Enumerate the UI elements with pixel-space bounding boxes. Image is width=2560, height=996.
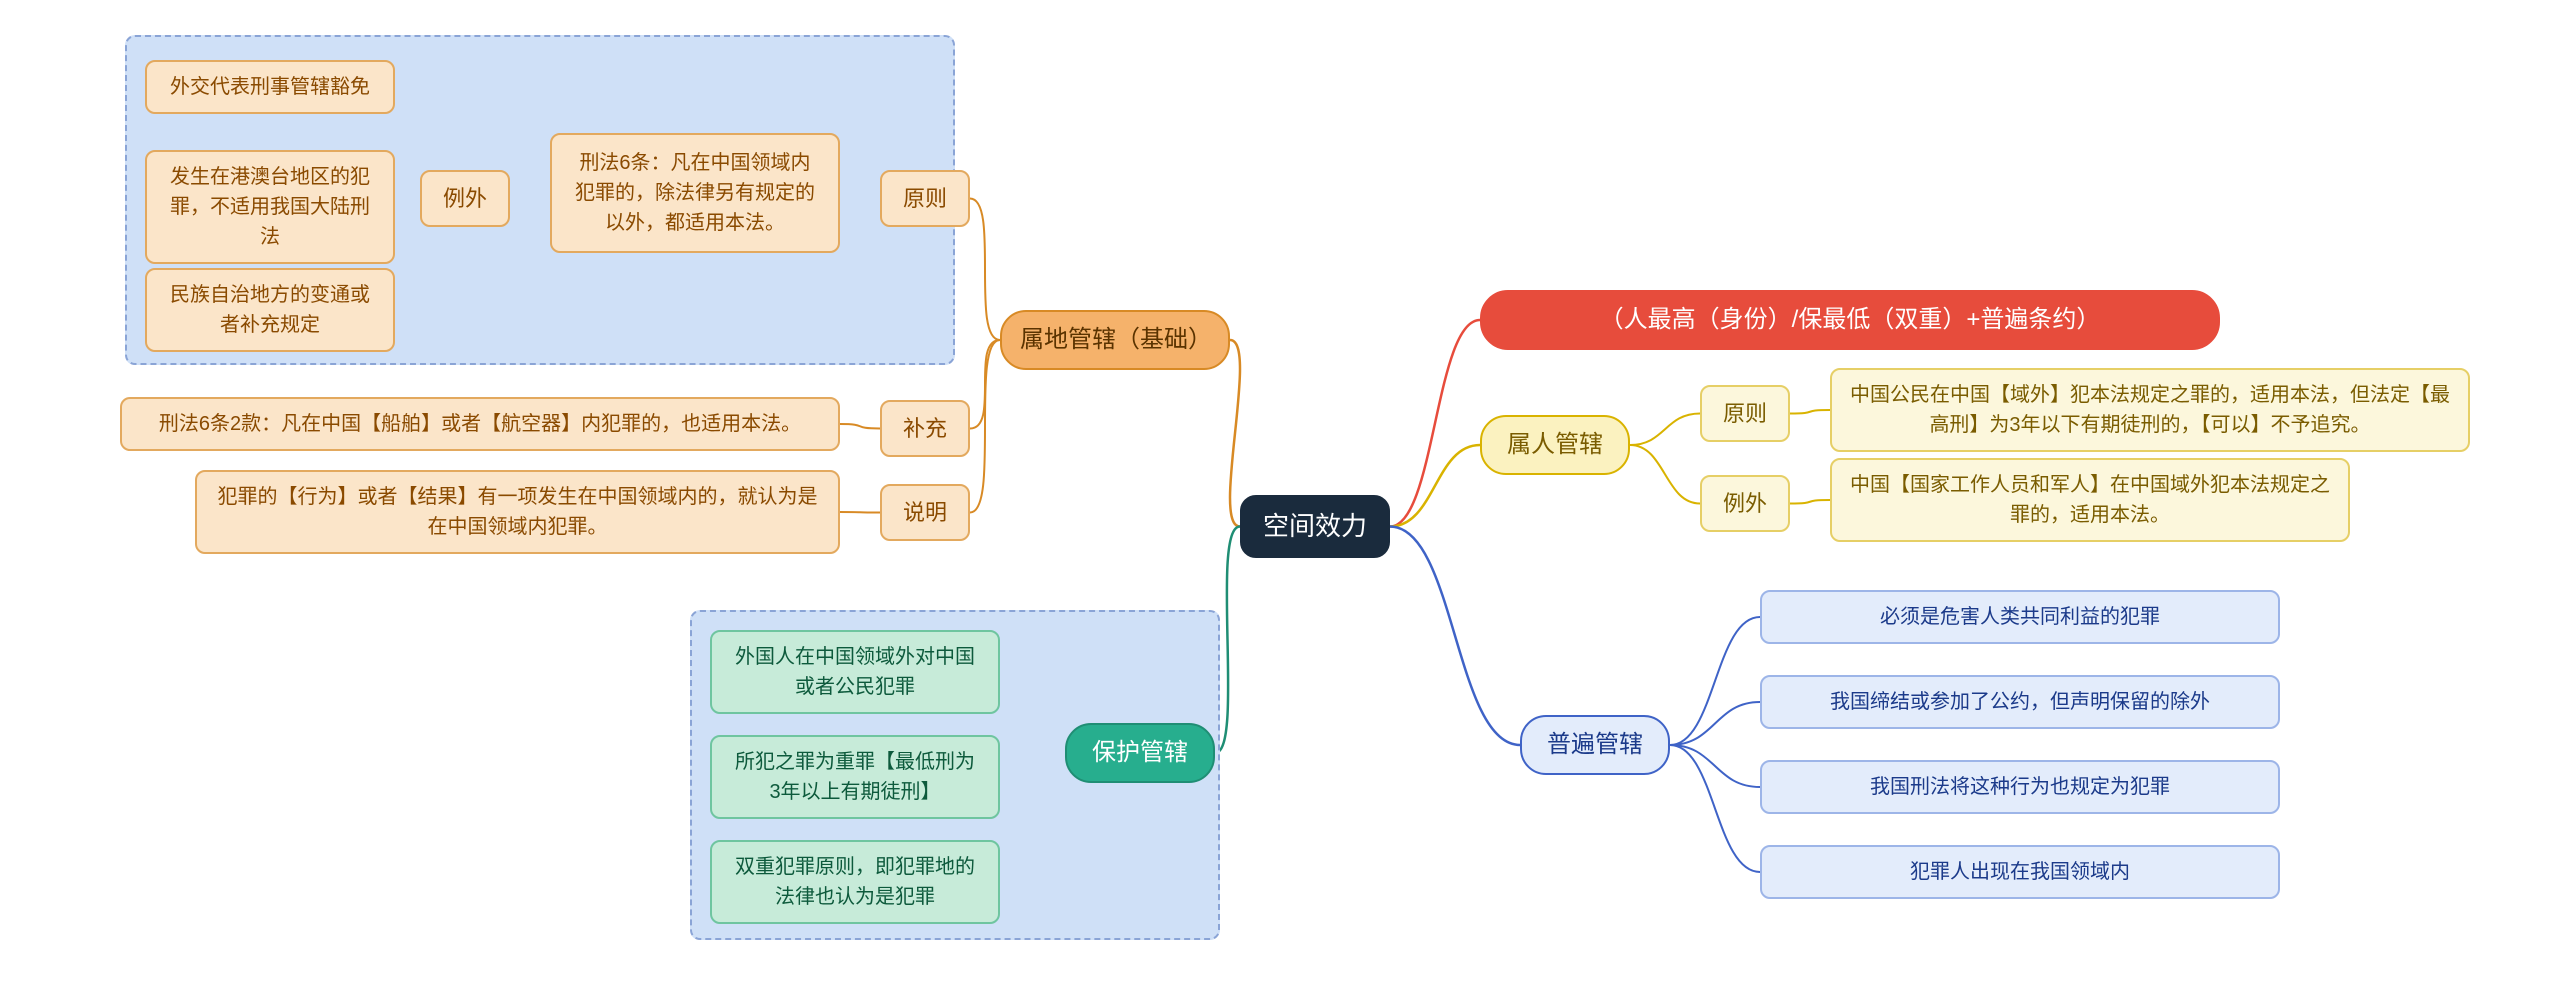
- edge-universal-universal-4: [1670, 745, 1760, 872]
- node-protective-1: 外国人在中国领域外对中国或者公民犯罪: [710, 630, 1000, 714]
- edge-territorial-terr-explain: [970, 340, 1000, 513]
- edge-universal-universal-3: [1670, 745, 1760, 787]
- mindmap-stage: 空间效力（人最高（身份）/保最低（双重）+普遍条约）属人管辖原则中国公民在中国【…: [0, 0, 2560, 996]
- edge-center-territorial: [1230, 340, 1240, 527]
- node-personal-exception-text: 中国【国家工作人员和军人】在中国域外犯本法规定之罪的，适用本法。: [1830, 458, 2350, 542]
- node-personal-principle-text: 中国公民在中国【域外】犯本法规定之罪的，适用本法，但法定【最高刑】为3年以下有期…: [1830, 368, 2470, 452]
- node-terr-explain-text: 犯罪的【行为】或者【结果】有一项发生在中国领域内的，就认为是在中国领域内犯罪。: [195, 470, 840, 554]
- node-protective-2: 所犯之罪为重罪【最低刑为3年以上有期徒刑】: [710, 735, 1000, 819]
- edge-personal-exception-personal-exception-text: [1790, 500, 1830, 504]
- edge-terr-supplement-terr-supplement-text: [840, 424, 880, 429]
- edge-center-universal: [1390, 527, 1520, 746]
- node-red: （人最高（身份）/保最低（双重）+普遍条约）: [1480, 290, 2220, 350]
- node-terr-supplement: 补充: [880, 400, 970, 457]
- node-terr-exception-2: 发生在港澳台地区的犯罪，不适用我国大陆刑法: [145, 150, 395, 264]
- node-universal-3: 我国刑法将这种行为也规定为犯罪: [1760, 760, 2280, 814]
- node-terr-supplement-text: 刑法6条2款：凡在中国【船舶】或者【航空器】内犯罪的，也适用本法。: [120, 397, 840, 451]
- edge-center-personal: [1390, 445, 1480, 527]
- edge-personal-personal-exception: [1630, 445, 1700, 504]
- node-terr-principle-text: 刑法6条：凡在中国领域内犯罪的，除法律另有规定的以外，都适用本法。: [550, 133, 840, 253]
- node-terr-exception: 例外: [420, 170, 510, 227]
- edge-personal-principle-personal-principle-text: [1790, 410, 1830, 414]
- node-personal: 属人管辖: [1480, 415, 1630, 475]
- edge-territorial-terr-supplement: [970, 340, 1000, 429]
- node-universal-4: 犯罪人出现在我国领域内: [1760, 845, 2280, 899]
- edge-universal-universal-2: [1670, 702, 1760, 745]
- node-universal-2: 我国缔结或参加了公约，但声明保留的除外: [1760, 675, 2280, 729]
- edge-terr-explain-terr-explain-text: [840, 512, 880, 513]
- node-terr-exception-1: 外交代表刑事管辖豁免: [145, 60, 395, 114]
- edge-center-red: [1390, 320, 1480, 527]
- node-terr-principle: 原则: [880, 170, 970, 227]
- edge-universal-universal-1: [1670, 617, 1760, 745]
- node-protective-3: 双重犯罪原则，即犯罪地的法律也认为是犯罪: [710, 840, 1000, 924]
- node-universal: 普遍管辖: [1520, 715, 1670, 775]
- node-terr-exception-3: 民族自治地方的变通或者补充规定: [145, 268, 395, 352]
- edge-territorial-terr-principle: [970, 199, 1000, 341]
- node-protective: 保护管辖: [1065, 723, 1215, 783]
- node-center: 空间效力: [1240, 495, 1390, 558]
- edge-personal-personal-principle: [1630, 414, 1700, 446]
- node-territorial: 属地管辖（基础）: [1000, 310, 1230, 370]
- node-personal-exception: 例外: [1700, 475, 1790, 532]
- node-terr-explain: 说明: [880, 484, 970, 541]
- node-universal-1: 必须是危害人类共同利益的犯罪: [1760, 590, 2280, 644]
- node-personal-principle: 原则: [1700, 385, 1790, 442]
